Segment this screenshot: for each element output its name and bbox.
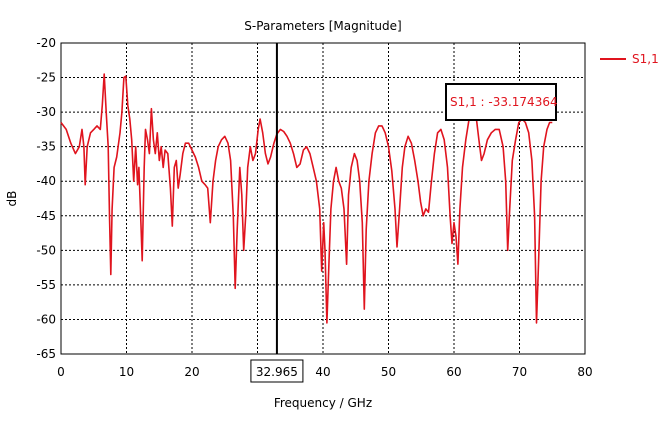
y-tick-label: -30 [36, 105, 56, 119]
x-tick-label: 60 [446, 365, 461, 379]
marker-x-box [250, 359, 304, 383]
x-tick-label: 20 [184, 365, 199, 379]
x-tick-label: 40 [315, 365, 330, 379]
x-axis-ticks: 01020304050607080 [57, 365, 592, 379]
x-axis-label: Frequency / GHz [274, 396, 372, 410]
y-tick-label: -65 [36, 347, 56, 361]
chart-title: S-Parameters [Magnitude] [244, 19, 401, 33]
marker-value-box [445, 83, 557, 121]
y-tick-label: -25 [36, 71, 56, 85]
marker-x-value: 32.965 [256, 365, 298, 379]
series-group [60, 73, 553, 324]
y-tick-label: -60 [36, 312, 56, 326]
x-tick-label: 70 [512, 365, 527, 379]
marker-value-label: S1,1 : -33.174364 [450, 95, 558, 109]
legend: S1,1 [600, 52, 659, 66]
y-tick-label: -45 [36, 209, 56, 223]
y-tick-label: -55 [36, 278, 56, 292]
legend-label-s11: S1,1 [632, 52, 659, 66]
y-tick-label: -35 [36, 140, 56, 154]
y-tick-label: -20 [36, 36, 56, 50]
y-axis-label: dB [5, 191, 19, 207]
y-tick-label: -50 [36, 243, 56, 257]
x-tick-label: 50 [381, 365, 396, 379]
series-line-s11 [60, 73, 553, 324]
x-tick-label: 80 [577, 365, 592, 379]
y-axis-ticks: -20 -25 -30 -35 -40 -45 -50 -55 -60 -65 [36, 36, 56, 361]
x-tick-label: 10 [119, 365, 134, 379]
y-tick-label: -40 [36, 174, 56, 188]
x-tick-label: 0 [57, 365, 65, 379]
